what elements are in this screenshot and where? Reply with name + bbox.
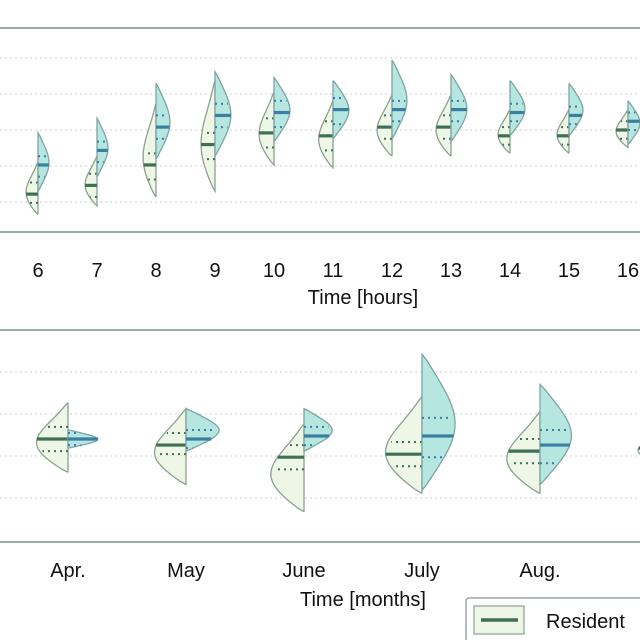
legend: Resident <box>465 597 640 640</box>
months-tick-label-2: June <box>282 560 325 582</box>
hours-violin-visitor-9 <box>509 80 526 137</box>
hours-tick-label-3: 9 <box>209 260 220 282</box>
hours-violin-resident-5 <box>258 91 275 167</box>
hours-violin-visitor-1 <box>37 130 50 194</box>
months-tick-label-1: May <box>167 560 205 582</box>
hours-tick-label-5: 11 <box>323 260 344 282</box>
hours-tick-label-4: 10 <box>263 260 285 282</box>
months-plot-frame <box>0 329 640 543</box>
months-tick-label-0: Apr. <box>50 560 86 582</box>
hours-violin-visitor-5 <box>273 75 291 144</box>
hours-tick-label-8: 14 <box>499 260 521 282</box>
hours-violin-resident-3 <box>142 103 157 198</box>
hours-violin-visitor-2 <box>96 115 109 177</box>
months-violin-resident-4 <box>384 394 423 495</box>
months-violin-visitor-5 <box>539 382 573 487</box>
months-violin-resident-3 <box>270 423 305 513</box>
months-violin-visitor-2 <box>185 407 220 452</box>
hours-panel: 6 7 8 9 10 11 12 13 14 15 16 <box>0 27 640 282</box>
hours-violin-visitor-10 <box>568 82 584 137</box>
hours-tick-label-1: 7 <box>91 260 102 282</box>
months-x-axis-label: Time [months] <box>300 589 426 611</box>
hours-tick-label-6: 12 <box>381 260 403 282</box>
legend-label-resident: Resident <box>546 611 625 633</box>
hours-tick-label-10: 16 <box>617 260 639 282</box>
hours-violin-resident-4 <box>200 80 216 194</box>
months-violin-visitor-4 <box>421 352 456 491</box>
hours-tick-label-0: 6 <box>32 260 43 282</box>
hours-violin-resident-2 <box>84 155 98 208</box>
hours-tick-label-7: 13 <box>440 260 462 282</box>
hours-tick-label-9: 15 <box>558 260 580 282</box>
hours-plot-frame <box>0 27 640 233</box>
hours-violin-resident-1 <box>25 161 39 215</box>
hours-violin-visitor-7 <box>391 59 408 140</box>
months-violin-visitor-3 <box>303 407 333 452</box>
months-tick-label-3: July <box>404 560 440 582</box>
hours-x-axis-label: Time [hours] <box>308 287 418 309</box>
hours-violin-resident-10 <box>556 107 570 154</box>
hours-tick-label-2: 8 <box>150 260 161 282</box>
hours-violin-visitor-3 <box>155 83 171 160</box>
hours-violin-resident-9 <box>497 107 511 154</box>
months-tick-label-4: Aug. <box>519 560 560 582</box>
